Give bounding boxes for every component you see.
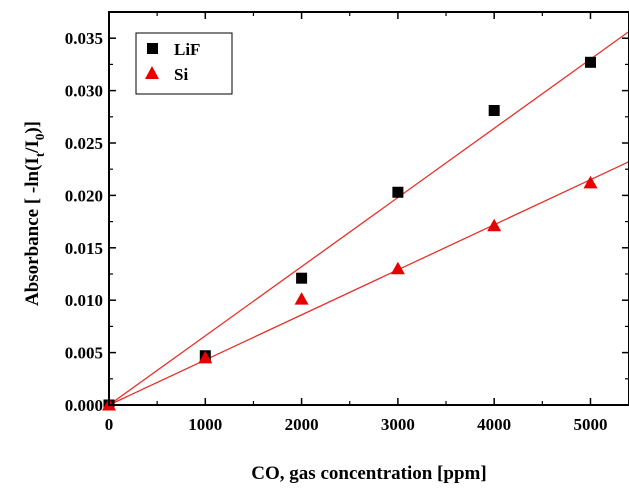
y-tick-label: 0.000 (65, 396, 103, 415)
x-tick-label: 1000 (188, 415, 222, 434)
x-tick-label: 3000 (381, 415, 415, 434)
y-tick-label: 0.025 (65, 134, 103, 153)
y-axis-title: Absorbance [ -ln(It/I0)] (22, 121, 47, 306)
y-tick-label: 0.020 (65, 186, 103, 205)
legend-label-si: Si (174, 65, 188, 84)
data-point-si (295, 292, 309, 305)
x-tick-label: 5000 (573, 415, 607, 434)
x-axis-title: CO, gas concentration [ppm] (251, 463, 486, 484)
data-point-lif (489, 105, 500, 116)
y-tick-label: 0.005 (65, 344, 103, 363)
y-tick-label: 0.015 (65, 239, 103, 258)
fit-line-si (109, 162, 629, 405)
legend-marker-lif (147, 43, 158, 54)
x-tick-label: 0 (105, 415, 114, 434)
y-tick-label: 0.035 (65, 29, 103, 48)
data-point-lif (392, 187, 403, 198)
y-tick-label: 0.030 (65, 82, 103, 101)
data-point-lif (585, 57, 596, 68)
legend-label-lif: LiF (174, 40, 200, 59)
data-point-lif (296, 273, 307, 284)
legend: LiF Si (136, 33, 232, 94)
y-tick-label: 0.010 (65, 291, 103, 310)
x-tick-label: 2000 (285, 415, 319, 434)
data-markers (102, 57, 597, 411)
x-tick-label: 4000 (477, 415, 511, 434)
data-point-si (487, 219, 501, 232)
